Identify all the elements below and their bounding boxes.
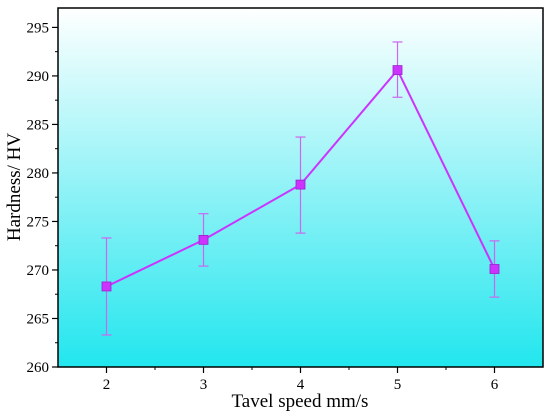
y-tick-label: 295 — [27, 20, 50, 36]
x-tick-label: 5 — [394, 377, 402, 393]
x-tick-label: 2 — [103, 377, 111, 393]
data-point — [295, 179, 306, 190]
data-point — [392, 65, 403, 75]
y-tick-label: 260 — [27, 360, 50, 376]
y-tick-label: 270 — [27, 263, 50, 279]
data-point — [489, 264, 500, 274]
y-tick-label: 265 — [27, 311, 50, 327]
x-axis-title: Tavel speed mm/s — [232, 391, 369, 412]
y-tick-label: 290 — [27, 69, 50, 85]
x-tick-label: 6 — [491, 377, 499, 393]
y-axis-title: Hardness/ HV — [4, 133, 25, 241]
x-tick-label: 3 — [200, 377, 208, 393]
data-point — [198, 234, 209, 245]
x-tick-label: 4 — [297, 377, 305, 393]
y-tick-label: 285 — [27, 117, 50, 133]
y-tick-label: 275 — [27, 214, 50, 230]
y-tick-label: 280 — [27, 166, 50, 182]
data-point — [101, 281, 112, 292]
